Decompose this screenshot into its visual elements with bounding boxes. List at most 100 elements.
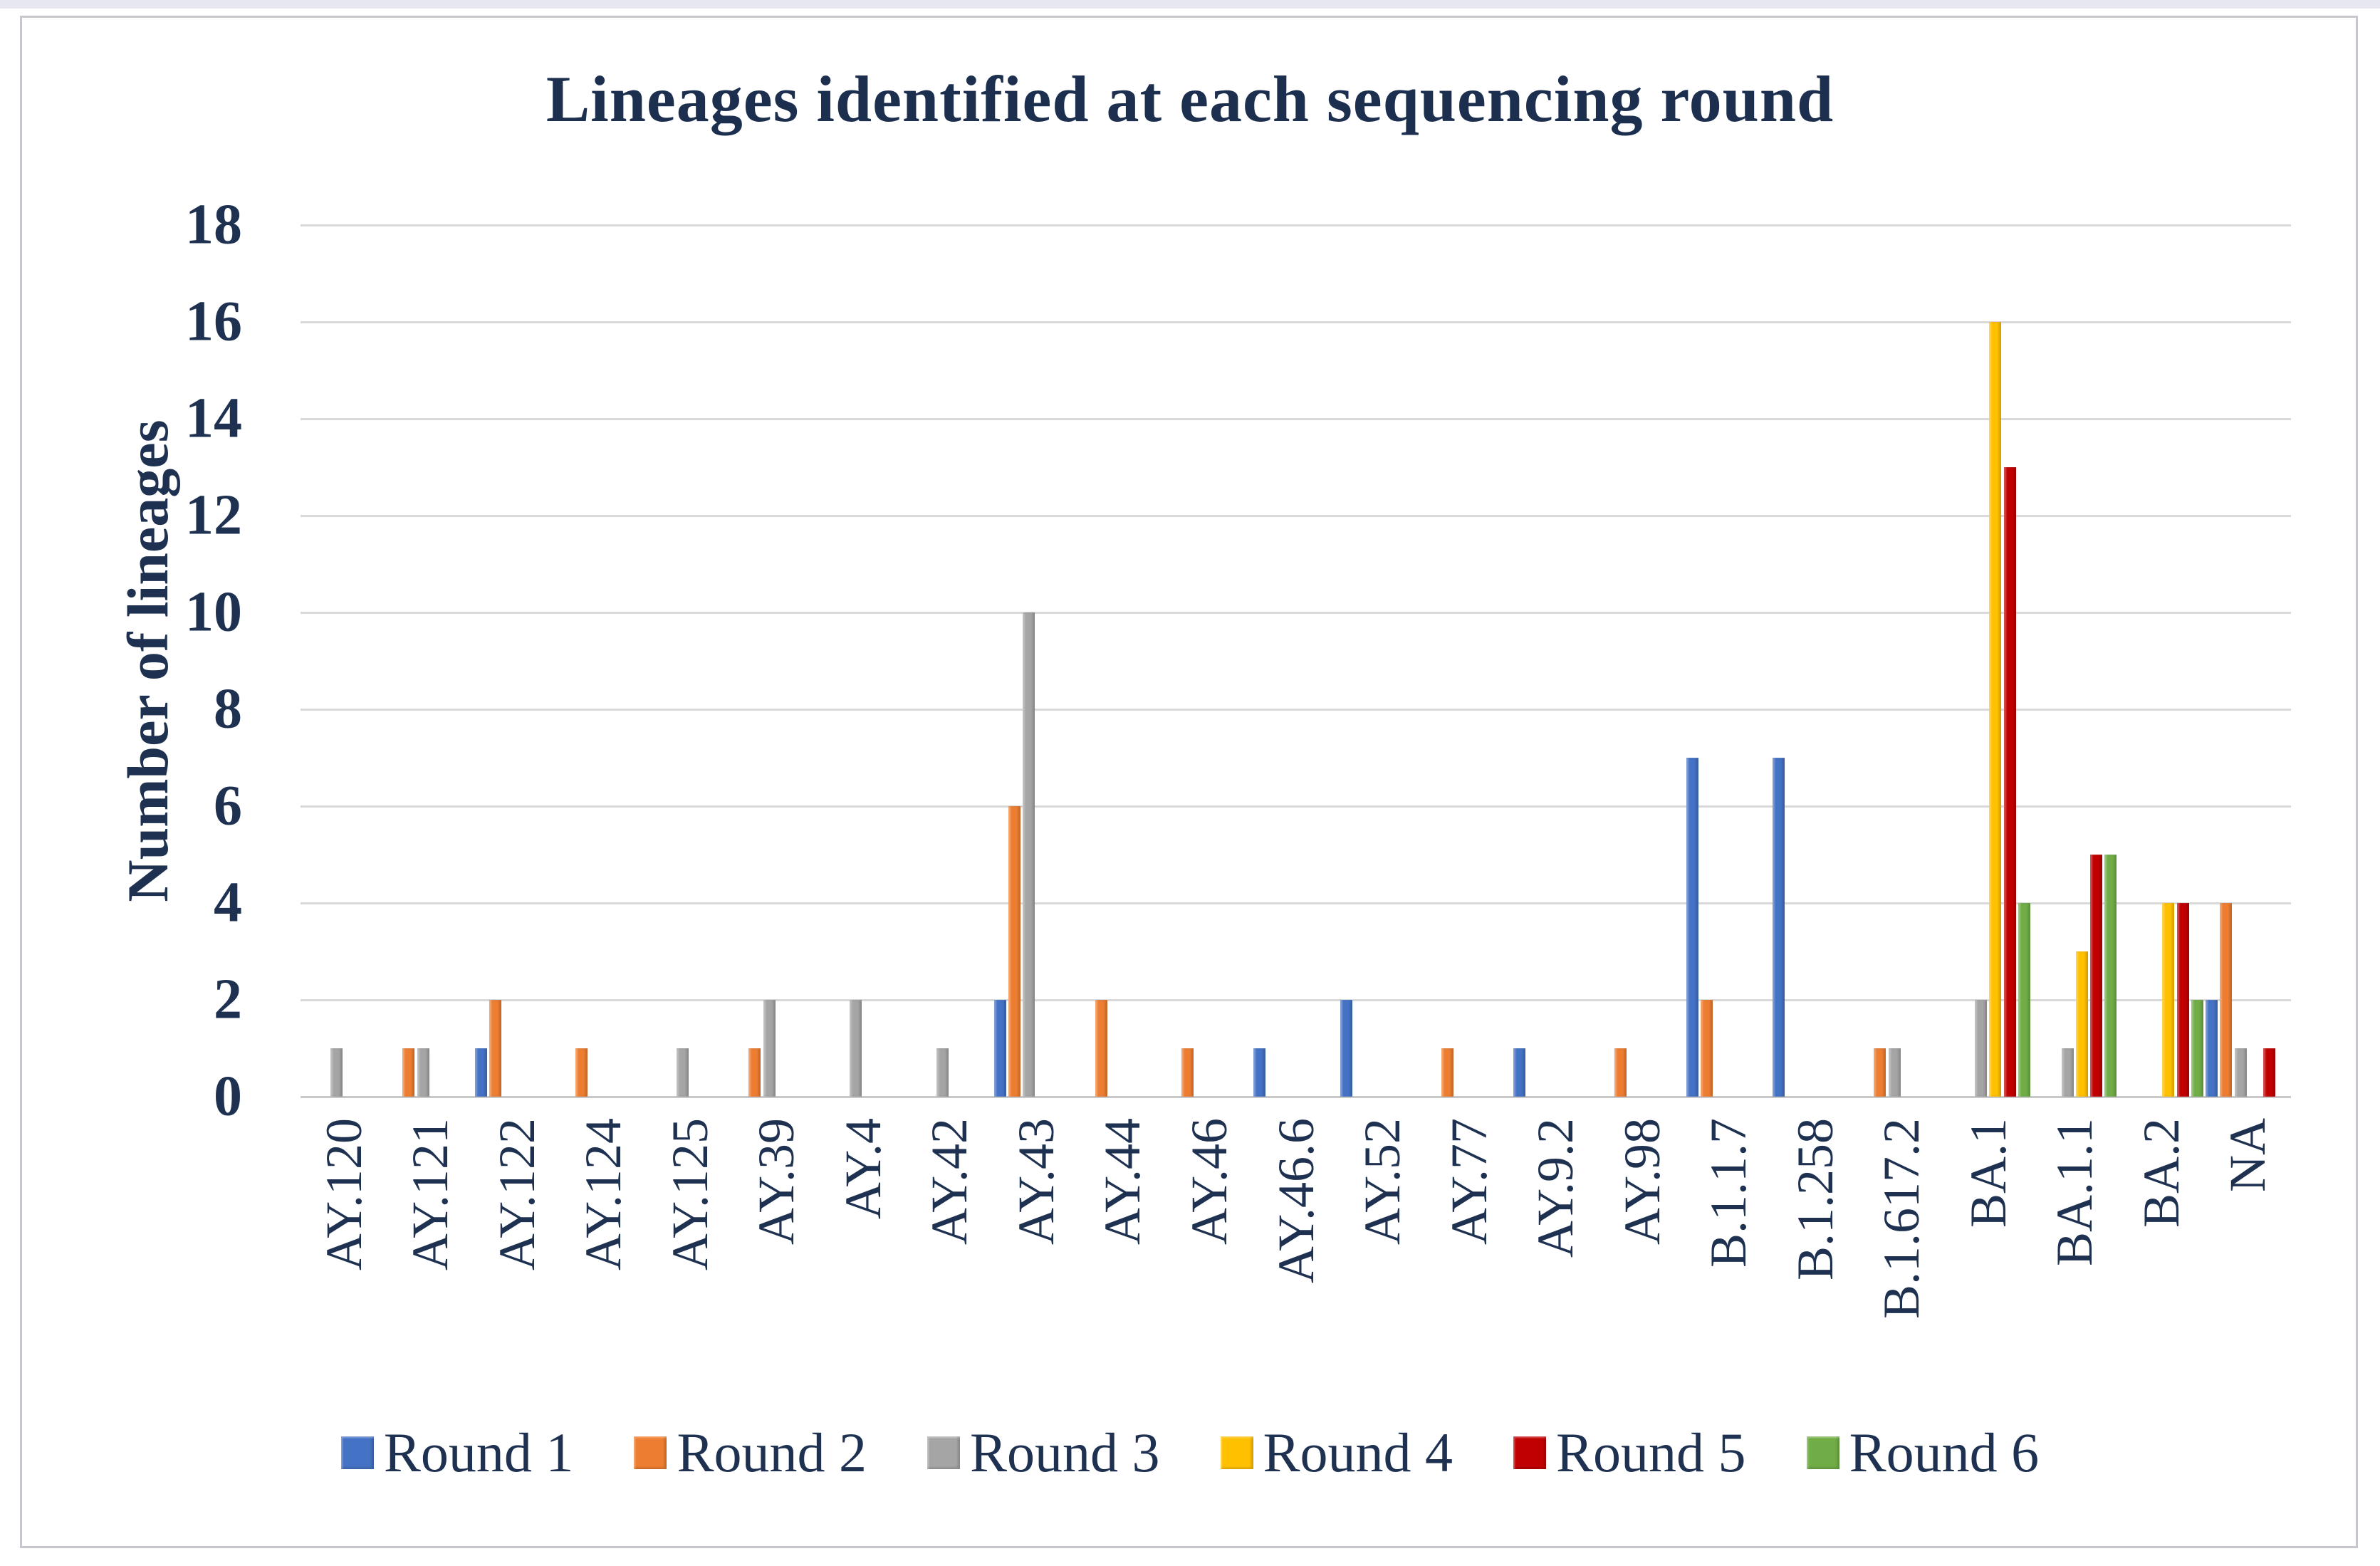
y-tick-label: 12: [185, 484, 242, 547]
bar-round-2-b.1.1.7: [1701, 1000, 1713, 1097]
bar-round-1-ay.46.6: [1253, 1048, 1266, 1097]
chart-border: [20, 16, 2358, 1548]
bar-round-3-ay.42: [936, 1048, 949, 1097]
chart-title: Lineages identified at each sequencing r…: [546, 63, 1834, 135]
x-category-label: AY.52: [1354, 1118, 1411, 1246]
bar-round-3-ay.120: [330, 1048, 343, 1097]
x-category-label: AY.44: [1094, 1118, 1152, 1246]
y-tick-label: 6: [214, 774, 242, 837]
x-category-label: AY.43: [1007, 1118, 1065, 1246]
bar-round-1-ay.122: [474, 1048, 487, 1097]
x-category-label: AY.4: [834, 1118, 892, 1220]
y-tick-label: 2: [214, 968, 242, 1031]
y-tick-label: 8: [214, 677, 242, 741]
bar-round-2-ay.98: [1614, 1048, 1627, 1097]
bar-round-1-b.1.1.7: [1686, 758, 1698, 1097]
bar-round-1-ay.52: [1340, 1000, 1352, 1097]
gridline: [301, 805, 2291, 808]
bar-round-3-ay.125: [677, 1048, 689, 1097]
bar-round-3-ay.39: [763, 1000, 776, 1097]
legend-label: Round 2: [677, 1421, 867, 1483]
x-category-label: BA.1: [1959, 1118, 2017, 1228]
y-tick-label: 18: [185, 193, 242, 256]
bar-round-3-na: [2234, 1048, 2247, 1097]
x-category-label: AY.98: [1613, 1118, 1671, 1246]
bar-round-6-ba.1.1: [2104, 855, 2117, 1097]
bar-round-6-ba.1: [2018, 903, 2030, 1097]
x-category-label: NA: [2219, 1118, 2277, 1192]
gridline: [301, 999, 2291, 1001]
legend-label: Round 4: [1263, 1421, 1453, 1483]
bar-round-2-ay.122: [489, 1000, 501, 1097]
bar-round-2-ay.44: [1095, 1000, 1107, 1097]
bar-round-5-ba.1.1: [2090, 855, 2103, 1097]
x-category-label: AY.77: [1440, 1118, 1498, 1246]
y-tick-label: 14: [185, 387, 242, 450]
x-axis-line: [301, 1096, 2291, 1098]
bar-round-6-ba.2: [2191, 1000, 2203, 1097]
gridline: [301, 902, 2291, 904]
bar-round-3-b.1.617.2: [1888, 1048, 1901, 1097]
y-tick-label: 0: [214, 1065, 242, 1128]
scan-artifact-strip: [0, 0, 2380, 9]
bar-round-2-ay.124: [575, 1048, 588, 1097]
bar-round-3-ba.1: [1975, 1000, 1988, 1097]
legend-swatch: [1220, 1436, 1253, 1469]
gridline: [301, 224, 2291, 226]
legend-swatch: [927, 1436, 960, 1469]
bar-round-3-ba.1.1: [2061, 1048, 2074, 1097]
x-category-label: AY.39: [748, 1118, 805, 1246]
x-category-label: B.1.258: [1786, 1118, 1844, 1281]
gridline: [301, 515, 2291, 517]
legend-item-round-1: Round 1: [340, 1421, 574, 1485]
legend-label: Round 1: [383, 1421, 574, 1483]
bar-round-2-ay.46: [1181, 1048, 1194, 1097]
bar-round-2-b.1.617.2: [1874, 1048, 1886, 1097]
bar-round-3-ay.43: [1023, 612, 1035, 1097]
x-category-label: AY.121: [402, 1118, 459, 1271]
bar-round-2-ay.77: [1441, 1048, 1453, 1097]
y-tick-label: 16: [185, 290, 242, 353]
bar-round-2-ay.39: [748, 1048, 761, 1097]
legend-item-round-4: Round 4: [1220, 1421, 1453, 1485]
x-category-label: AY.42: [921, 1118, 978, 1246]
x-category-label: BA.2: [2132, 1118, 2190, 1228]
legend: Round 1 Round 2 Round 3 Round 4 Round 5 Round…: [0, 1414, 2380, 1492]
legend-item-round-5: Round 5: [1513, 1421, 1746, 1485]
x-category-label: AY.120: [315, 1118, 372, 1271]
gridline: [301, 418, 2291, 420]
bar-round-2-ay.121: [402, 1048, 415, 1097]
gridline: [301, 709, 2291, 711]
y-tick-label: 4: [214, 871, 242, 934]
x-category-label: AY.46: [1180, 1118, 1238, 1246]
bar-round-4-ba.2: [2162, 903, 2175, 1097]
legend-label: Round 5: [1556, 1421, 1746, 1483]
bar-round-2-na: [2220, 903, 2233, 1097]
x-category-label: AY.125: [661, 1118, 719, 1271]
y-tick-label: 10: [185, 580, 242, 644]
legend-swatch: [1513, 1436, 1547, 1469]
x-category-label: B.1.1.7: [1700, 1118, 1758, 1268]
bar-round-4-ba.1.1: [2075, 951, 2088, 1097]
gridline: [301, 612, 2291, 614]
bar-round-2-ay.43: [1008, 806, 1021, 1097]
bar-round-3-ay.121: [417, 1048, 429, 1097]
bar-round-5-ba.2: [2176, 903, 2189, 1097]
legend-item-round-3: Round 3: [927, 1421, 1160, 1485]
x-category-label: AY.9.2: [1527, 1118, 1585, 1258]
x-category-label: AY.122: [488, 1118, 546, 1271]
x-category-label: AY.124: [575, 1118, 632, 1271]
x-category-label: AY.46.6: [1267, 1118, 1325, 1284]
bar-round-5-ba.1: [2003, 467, 2016, 1097]
x-category-label: B.1.617.2: [1873, 1118, 1931, 1320]
bar-round-1-b.1.258: [1773, 758, 1785, 1097]
bar-round-5-na: [2263, 1048, 2276, 1097]
legend-swatch: [1806, 1436, 1839, 1469]
legend-label: Round 3: [969, 1421, 1160, 1483]
legend-item-round-6: Round 6: [1806, 1421, 2040, 1485]
bar-round-4-ba.1: [1989, 322, 2002, 1097]
bar-round-1-na: [2206, 1000, 2218, 1097]
bar-round-1-ay.9.2: [1513, 1048, 1525, 1097]
legend-label: Round 6: [1849, 1421, 2040, 1483]
